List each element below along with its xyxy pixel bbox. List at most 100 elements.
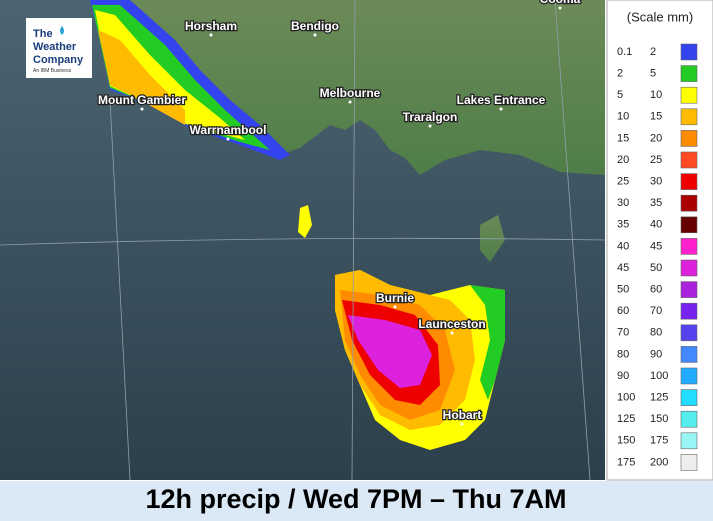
legend-low: 15	[617, 132, 629, 144]
city-dot	[428, 124, 432, 128]
legend-swatch	[680, 302, 698, 320]
legend-swatch	[680, 259, 698, 277]
legend-swatch	[680, 432, 698, 450]
legend-swatch	[680, 86, 698, 104]
city-label: Traralgon	[403, 110, 458, 124]
legend-high: 60	[650, 284, 662, 296]
logo: The Weather Company An IBM Business	[26, 18, 92, 78]
legend-low: 5	[617, 89, 623, 101]
legend-high: 15	[650, 111, 662, 123]
legend-high: 200	[650, 456, 668, 468]
legend-swatch	[680, 324, 698, 342]
city-label: Lakes Entrance	[457, 93, 546, 107]
victoria	[90, 0, 605, 175]
legend-low: 30	[617, 197, 629, 209]
legend-high: 25	[650, 154, 662, 166]
graticule	[0, 0, 606, 481]
city-label: Burnie	[376, 291, 414, 305]
legend-low: 10	[617, 111, 629, 123]
rain-orange	[98, 30, 185, 125]
rain-yellow	[95, 10, 245, 140]
city-dot	[450, 331, 454, 335]
legend-low: 80	[617, 348, 629, 360]
legend-high: 5	[650, 68, 656, 80]
legend-swatch	[680, 367, 698, 385]
tas-green	[470, 285, 505, 400]
caption-bar	[0, 481, 713, 521]
legend-high: 50	[650, 262, 662, 274]
tas-magenta	[348, 315, 432, 388]
city-dot	[140, 107, 144, 111]
legend-low: 90	[617, 370, 629, 382]
legend-title: (Scale mm)	[627, 9, 693, 24]
city-label: Warrnambool	[190, 123, 267, 137]
city-dot	[226, 137, 230, 141]
legend-low: 45	[617, 262, 629, 274]
city-label: Horsham	[185, 19, 237, 33]
city-dot	[558, 6, 562, 10]
legend-low: 150	[617, 435, 635, 447]
legend-swatch	[680, 43, 698, 61]
legend-low: 60	[617, 305, 629, 317]
city-label: Cooma	[540, 0, 581, 6]
legend-swatch	[680, 151, 698, 169]
legend-high: 45	[650, 240, 662, 252]
legend-low: 100	[617, 392, 635, 404]
legend-high: 175	[650, 435, 668, 447]
legend-low: 20	[617, 154, 629, 166]
city-dot	[499, 107, 503, 111]
king-island	[298, 205, 312, 238]
city-label: Melbourne	[320, 86, 381, 100]
city-dot	[393, 305, 397, 309]
caption: 12h precip / Wed 7PM – Thu 7AM	[145, 484, 566, 514]
legend-low: 35	[617, 219, 629, 231]
legend-low: 70	[617, 327, 629, 339]
logo-text: The	[33, 28, 53, 40]
logo-text: Company	[33, 54, 84, 66]
legend-swatch	[680, 238, 698, 255]
legend-high: 150	[650, 413, 668, 425]
legend-swatch	[680, 108, 698, 126]
legend-swatch	[680, 346, 698, 363]
legend-low: 25	[617, 176, 629, 188]
legend-high: 125	[650, 392, 668, 404]
legend-high: 40	[650, 219, 662, 231]
logo-tagline: An IBM Business	[33, 68, 72, 74]
city-dot	[460, 422, 464, 426]
legend-low: 0.1	[617, 46, 632, 58]
city-dot	[209, 33, 213, 37]
city-label: Hobart	[443, 408, 482, 422]
map: Horsham Bendigo Melbourne Mount Gambier Warr…	[0, 0, 606, 481]
legend-low: 50	[617, 284, 629, 296]
legend-low: 125	[617, 413, 635, 425]
legend-swatch	[680, 281, 698, 298]
legend-low: 175	[617, 456, 635, 468]
legend-high: 35	[650, 197, 662, 209]
legend-high: 10	[650, 89, 662, 101]
legend-swatch	[680, 389, 698, 406]
city-label: Bendigo	[291, 19, 339, 33]
legend-high: 100	[650, 370, 668, 382]
legend-swatch	[680, 173, 698, 190]
legend-swatch	[680, 410, 698, 428]
city-dot	[313, 33, 317, 37]
legend-high: 30	[650, 176, 662, 188]
legend-high: 2	[650, 46, 656, 58]
city-label: Launceston	[418, 317, 485, 331]
legend-high: 90	[650, 348, 662, 360]
legend-high: 70	[650, 305, 662, 317]
legend-high: 20	[650, 132, 662, 144]
legend-swatch	[680, 194, 698, 212]
legend-swatch	[680, 454, 698, 471]
legend-high: 80	[650, 327, 662, 339]
logo-text: Weather	[33, 41, 77, 53]
city-dot	[348, 100, 352, 104]
legend-low: 2	[617, 68, 623, 80]
legend-swatch	[680, 216, 698, 234]
legend-low: 40	[617, 240, 629, 252]
legend-swatch	[680, 130, 698, 147]
city-label: Mount Gambier	[98, 93, 186, 107]
legend-swatch	[680, 65, 698, 82]
